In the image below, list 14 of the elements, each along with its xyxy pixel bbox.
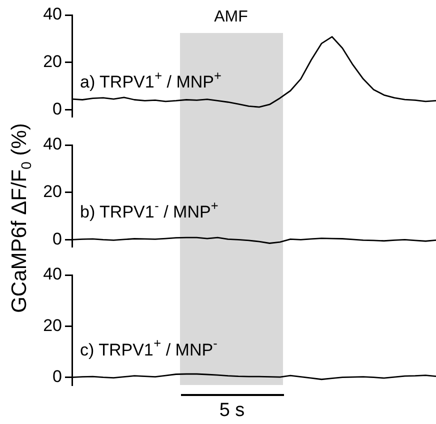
y-tick-label: 40: [43, 264, 62, 284]
y-tick-label: 20: [43, 316, 62, 335]
y-tick-label: 20: [43, 182, 62, 202]
y-tick-label: 0: [52, 367, 62, 386]
y-tick-label: 40: [43, 4, 62, 24]
y-tick-label: 0: [52, 229, 62, 248]
text: 5 s: [219, 400, 245, 422]
y-tick-label: 40: [43, 134, 62, 154]
series-label: c) TRPV1+ / MNP-: [80, 336, 218, 360]
series-label: a) TRPV1+ / MNP+: [80, 68, 222, 92]
annotation: AMF: [214, 8, 248, 26]
series-label: b) TRPV1- / MNP+: [80, 198, 218, 222]
y-tick-label: 20: [43, 52, 62, 72]
y-tick-label: 0: [52, 99, 62, 118]
